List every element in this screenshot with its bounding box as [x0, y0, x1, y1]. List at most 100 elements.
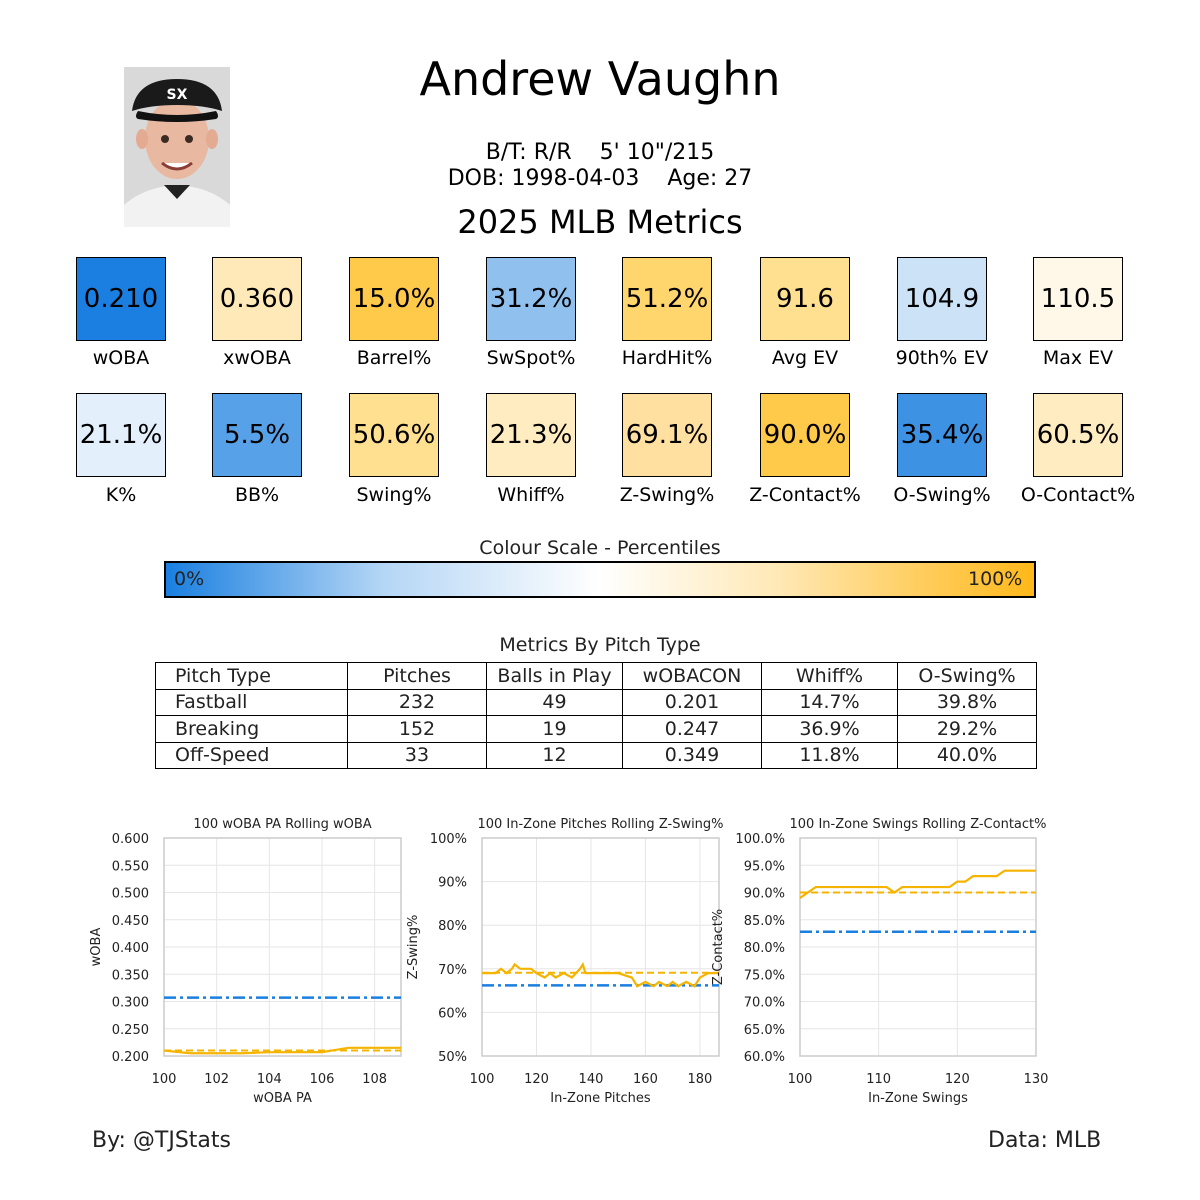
- metric-tile-label: Z-Swing%: [619, 484, 715, 506]
- colour-scale-min-label: 0%: [174, 568, 205, 590]
- metric-tile-label: HardHit%: [621, 347, 713, 369]
- table-header-cell: wOBACON: [622, 662, 762, 690]
- y-tick-label: 70%: [438, 963, 467, 978]
- table-row: Fastball 232 49 0.201 14.7% 39.8%: [155, 688, 1037, 716]
- y-tick-label: 95.0%: [744, 859, 785, 874]
- metric-tile-value: 51.2%: [622, 257, 712, 341]
- svg-text:SX: SX: [167, 87, 188, 103]
- x-tick-label: 108: [362, 1072, 387, 1087]
- x-axis-label: In-Zone Pitches: [550, 1091, 651, 1106]
- colour-scale-bar: [164, 561, 1036, 598]
- table-cell: 0.201: [622, 688, 762, 716]
- table-cell: Fastball: [155, 688, 348, 716]
- table-cell: 36.9%: [761, 715, 898, 743]
- table-cell: 152: [347, 715, 487, 743]
- table-header-cell: Pitch Type: [155, 662, 348, 690]
- table-header-cell: Whiff%: [761, 662, 898, 690]
- x-tick-label: 102: [204, 1072, 229, 1087]
- metric-tile-label: Whiff%: [497, 484, 565, 506]
- metric-tile-value: 35.4%: [897, 393, 987, 477]
- table-cell: 40.0%: [897, 741, 1037, 769]
- metric-tile-label: wOBA: [92, 347, 150, 369]
- chart-title: 100 wOBA PA Rolling wOBA: [193, 817, 371, 832]
- metric-tile-label: Swing%: [356, 484, 432, 506]
- metric-tile-value: 104.9: [897, 257, 987, 341]
- table-cell: 33: [347, 741, 487, 769]
- metric-tile-label: K%: [105, 484, 137, 506]
- author-byline: By: @TJStats: [92, 1128, 232, 1153]
- player-bio-line-2: DOB: 1998-04-03 Age: 27: [0, 166, 1200, 191]
- pitch-type-table: Pitch Type Pitches Balls in Play wOBACON Whi…: [155, 662, 1037, 769]
- table-cell: 232: [347, 688, 487, 716]
- table-cell: 29.2%: [897, 715, 1037, 743]
- y-tick-label: 70.0%: [744, 996, 785, 1011]
- x-tick-label: 140: [579, 1072, 604, 1087]
- data-source: Data: MLB: [988, 1128, 1102, 1153]
- metric-tile-label: O-Contact%: [1020, 484, 1136, 506]
- y-tick-label: 0.550: [112, 859, 149, 874]
- table-header-row: Pitch Type Pitches Balls in Play wOBACON Whi…: [155, 662, 1037, 690]
- metric-tile-label: Avg EV: [771, 347, 839, 369]
- season-metrics-title: 2025 MLB Metrics: [457, 203, 743, 241]
- y-tick-label: 0.400: [112, 941, 149, 956]
- colour-scale-title: Colour Scale - Percentiles: [479, 537, 721, 559]
- table-row: Off-Speed 33 12 0.349 11.8% 40.0%: [155, 741, 1037, 769]
- table-cell: Breaking: [155, 715, 348, 743]
- table-row: Breaking 152 19 0.247 36.9% 29.2%: [155, 715, 1037, 743]
- x-tick-label: 110: [866, 1072, 891, 1087]
- player-rolling-line: [799, 869, 1036, 899]
- y-axis-label: Z-Swing%: [406, 915, 421, 980]
- metric-tile-value: 5.5%: [212, 393, 302, 477]
- metric-tile-value: 21.3%: [486, 393, 576, 477]
- rolling-charts: 100 102 104 106 108 0.200 0.250 0.300 0.350 0.400…: [89, 817, 1049, 1106]
- y-tick-label: 0.450: [112, 914, 149, 929]
- metric-tile-label: SwSpot%: [486, 347, 576, 369]
- y-tick-label: 0.350: [112, 968, 149, 983]
- metric-tile-value: 60.5%: [1033, 393, 1123, 477]
- table-cell: 0.349: [622, 741, 762, 769]
- metric-tile-value: 0.210: [76, 257, 166, 341]
- y-axis-label: wOBA: [89, 928, 104, 967]
- y-tick-label: 60.0%: [744, 1050, 785, 1065]
- x-axis-label: wOBA PA: [253, 1091, 312, 1106]
- y-tick-label: 80%: [438, 919, 467, 934]
- x-tick-label: 180: [688, 1072, 713, 1087]
- metric-tile-label: BB%: [234, 484, 280, 506]
- metric-tile-value: 90.0%: [760, 393, 850, 477]
- bats-throws: B/T: R/R: [485, 140, 572, 165]
- x-tick-label: 120: [524, 1072, 549, 1087]
- x-tick-label: 106: [310, 1072, 335, 1087]
- x-tick-label: 120: [945, 1072, 970, 1087]
- table-cell: 12: [486, 741, 623, 769]
- metric-tile-label: O-Swing%: [893, 484, 991, 506]
- metric-tile-label: 90th% EV: [895, 347, 989, 369]
- table-header-cell: Pitches: [347, 662, 487, 690]
- pitch-table-title: Metrics By Pitch Type: [499, 634, 701, 656]
- x-tick-label: 100: [470, 1072, 495, 1087]
- y-tick-label: 65.0%: [744, 1023, 785, 1038]
- y-tick-label: 50%: [438, 1050, 467, 1065]
- x-tick-label: 100: [788, 1072, 813, 1087]
- table-cell: 19: [486, 715, 623, 743]
- player-age: Age: 27: [667, 166, 753, 191]
- y-tick-label: 90%: [438, 876, 467, 891]
- x-axis-label: In-Zone Swings: [868, 1091, 968, 1106]
- metric-tile-label: Max EV: [1042, 347, 1114, 369]
- table-cell: Off-Speed: [155, 741, 348, 769]
- y-tick-label: 80.0%: [744, 941, 785, 956]
- chart-frame: [163, 837, 402, 1057]
- metric-tile-value: 0.360: [212, 257, 302, 341]
- metric-tile-label: Barrel%: [356, 347, 432, 369]
- player-headshot: SX: [124, 67, 230, 227]
- date-of-birth: DOB: 1998-04-03: [447, 166, 640, 191]
- x-tick-label: 104: [257, 1072, 282, 1087]
- metric-tile-value: 110.5: [1033, 257, 1123, 341]
- y-tick-label: 100.0%: [735, 832, 785, 847]
- chart-frame: [481, 837, 720, 1057]
- metric-tile-label: xwOBA: [223, 347, 291, 369]
- table-header-cell: O-Swing%: [897, 662, 1037, 690]
- y-tick-label: 60%: [438, 1006, 467, 1021]
- table-cell: 49: [486, 688, 623, 716]
- x-tick-label: 130: [1024, 1072, 1049, 1087]
- table-cell: 39.8%: [897, 688, 1037, 716]
